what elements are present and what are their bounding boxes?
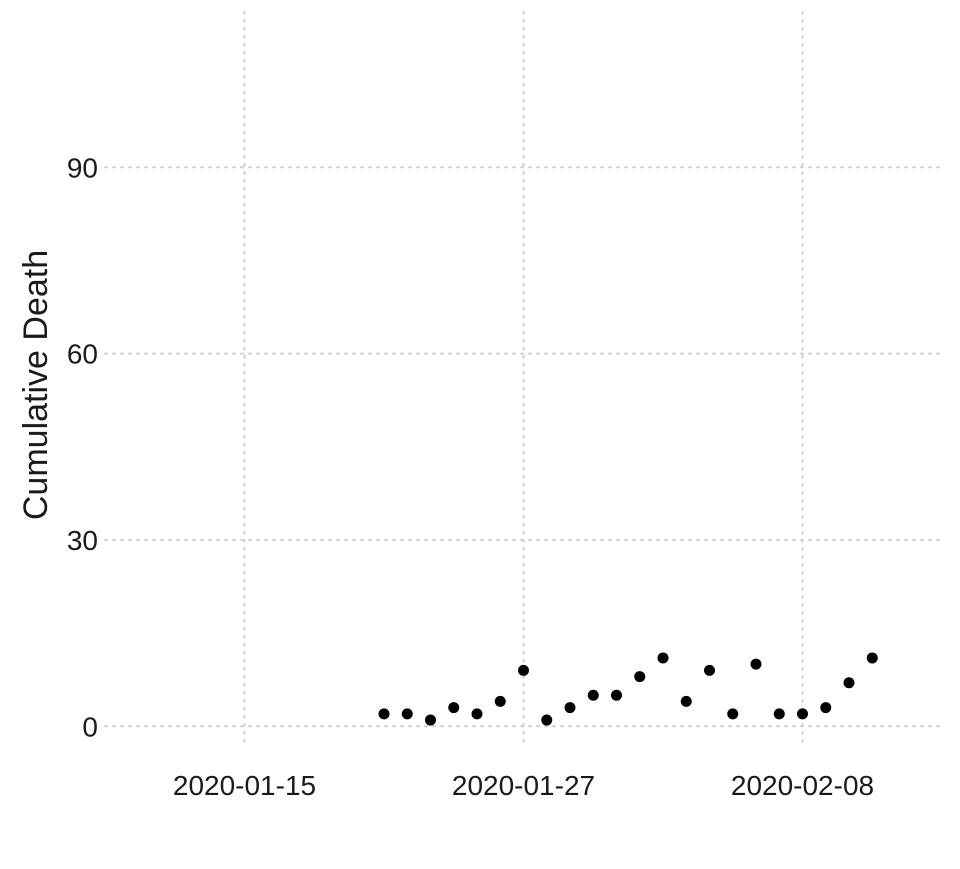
data-point: [750, 658, 762, 670]
data-point: [773, 708, 785, 720]
data-point: [401, 708, 413, 720]
y-tick-labels: 0 30 60 90: [67, 152, 98, 742]
x-tick-label: 2020-01-27: [452, 770, 595, 801]
x-tick-label: 2020-01-15: [173, 770, 316, 801]
data-point: [564, 702, 576, 714]
data-point: [820, 702, 832, 714]
data-point: [727, 708, 739, 720]
data-point: [634, 671, 646, 683]
data-point: [425, 714, 436, 726]
data-point: [448, 702, 460, 714]
y-axis-title: Cumulative Death: [17, 250, 55, 520]
data-point: [704, 664, 715, 676]
data-point: [587, 689, 599, 701]
data-point: [680, 695, 692, 707]
grid-layer: [104, 11, 943, 749]
data-point: [378, 708, 390, 720]
data-point: [611, 689, 622, 701]
data-point: [518, 664, 529, 676]
data-point: [541, 714, 553, 726]
data-point: [866, 652, 878, 664]
data-point: [843, 677, 855, 689]
data-point: [657, 652, 669, 664]
points-layer: [378, 652, 878, 726]
data-point: [494, 695, 506, 707]
x-tick-label: 2020-02-08: [731, 770, 874, 801]
y-tick-label: 60: [67, 339, 98, 370]
data-point: [797, 708, 808, 720]
x-tick-labels: 2020-01-15 2020-01-27 2020-02-08: [173, 770, 874, 801]
y-tick-label: 90: [67, 152, 98, 183]
y-tick-label: 0: [82, 711, 98, 742]
y-tick-label: 30: [67, 525, 98, 556]
data-point: [471, 708, 483, 720]
